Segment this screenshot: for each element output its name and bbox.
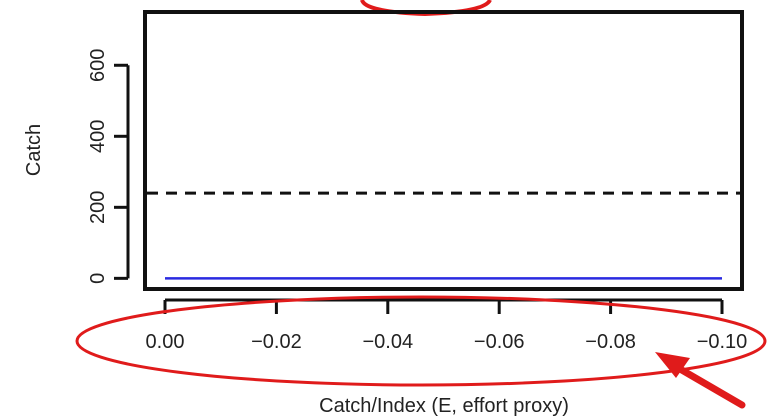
x-tick-label: −0.02	[251, 331, 302, 353]
x-tick-label: 0.00	[146, 331, 185, 353]
y-axis-title: Catch	[23, 124, 45, 176]
x-axis-highlight-ellipse	[75, 295, 767, 387]
y-tick-label: 200	[87, 191, 109, 224]
series-layer	[147, 191, 740, 280]
x-axis: 0.00 −0.02 −0.04 −0.06 −0.08 −0.10	[146, 298, 748, 353]
x-tick-label: −0.08	[585, 331, 636, 353]
x-tick-label: −0.04	[362, 331, 413, 353]
x-axis-title: Catch/Index (E, effort proxy)	[319, 395, 569, 417]
plot-frame	[143, 10, 744, 291]
red-arrow-icon	[655, 352, 746, 409]
y-tick-label: 400	[87, 120, 109, 153]
y-axis: 0 200 400 600	[87, 49, 130, 284]
y-tick-label: 0	[87, 273, 109, 284]
x-tick-label: −0.10	[697, 331, 748, 353]
x-tick-label: −0.06	[474, 331, 525, 353]
y-tick-label: 600	[87, 49, 109, 82]
